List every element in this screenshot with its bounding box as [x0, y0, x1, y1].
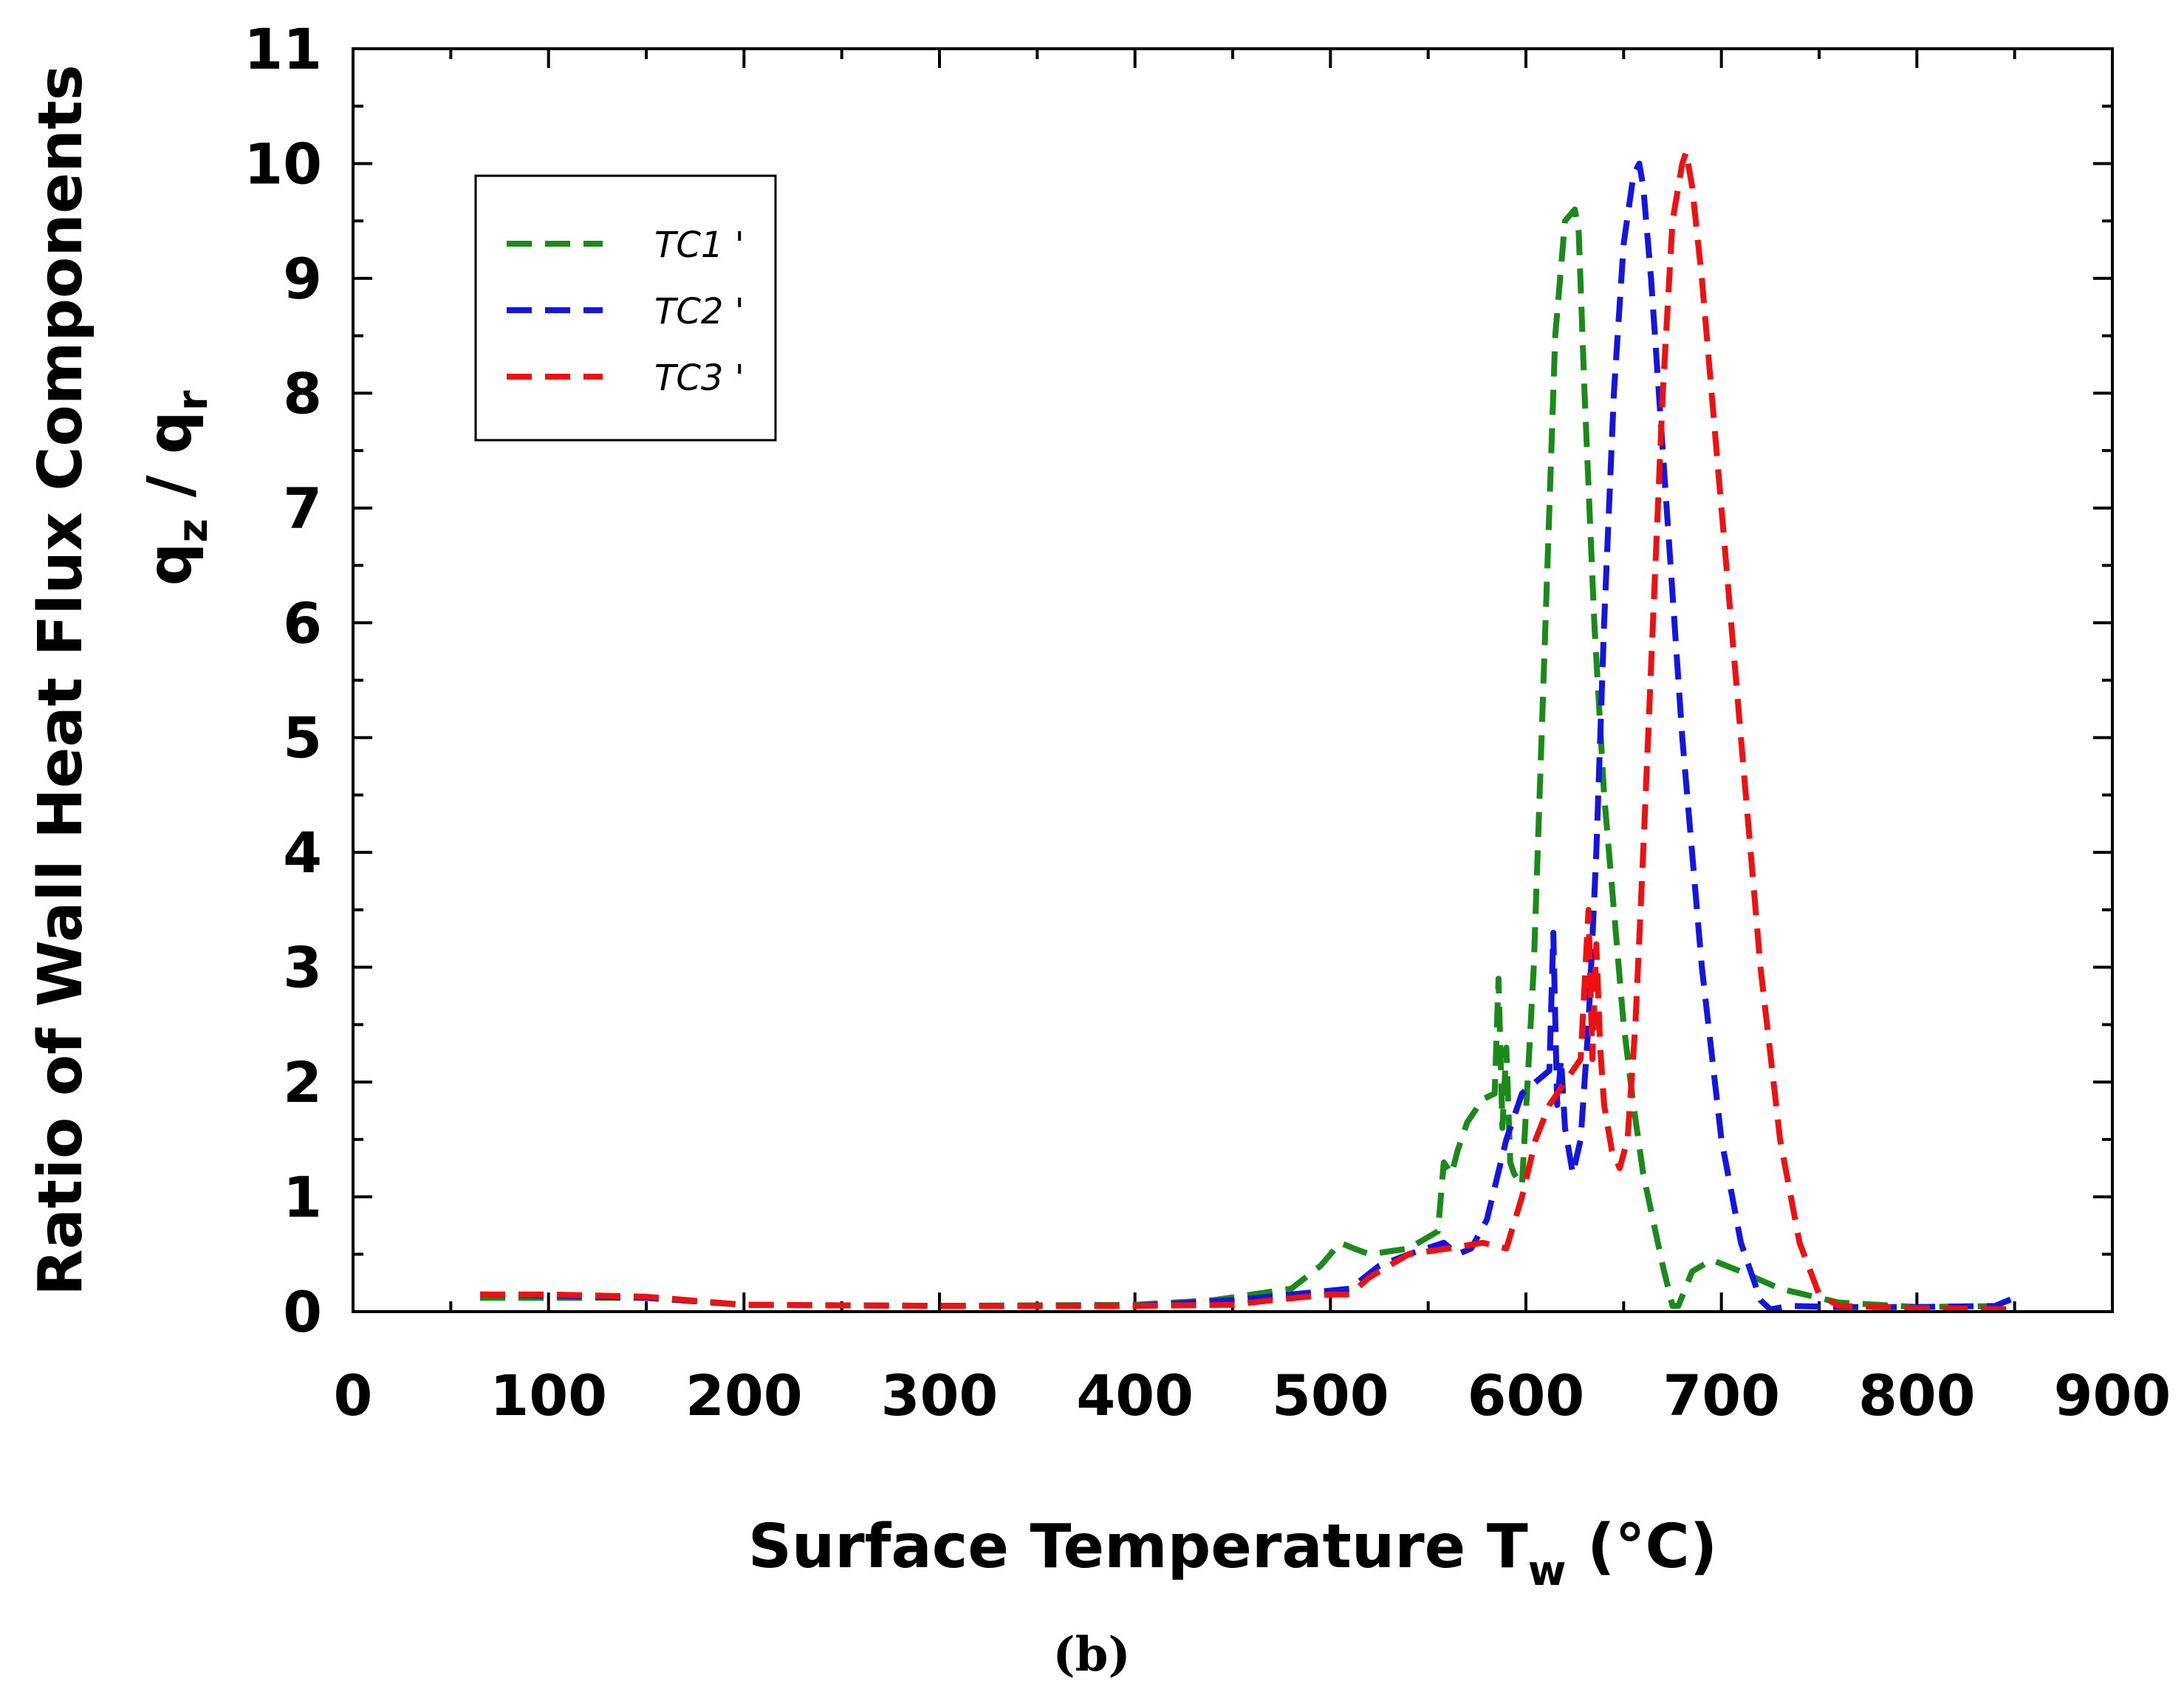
- x-tick-label: 400: [1076, 1363, 1194, 1428]
- x-axis-title-sub: w: [1528, 1547, 1567, 1595]
- legend-label-3: TC3 ': [654, 357, 744, 399]
- y-tick-label: 4: [283, 820, 322, 886]
- x-tick-label: 900: [2054, 1363, 2171, 1428]
- legend-label-2: TC2 ': [654, 291, 744, 332]
- y-tick-label: 1: [283, 1165, 322, 1230]
- x-axis-title-text: Surface Temperature Tw (°C): [748, 1512, 1717, 1595]
- x-axis-title-main: Surface Temperature T: [748, 1512, 1528, 1582]
- x-tick-label: 0: [334, 1363, 373, 1428]
- x-tick-label: 200: [685, 1363, 803, 1428]
- series-line-2: [479, 160, 2016, 1312]
- panel-label: (b): [1052, 1627, 1130, 1682]
- y-tick-label: 0: [283, 1279, 322, 1345]
- legend-label-1: TC1 ': [654, 225, 744, 266]
- x-axis-title-suffix: (°C): [1567, 1512, 1718, 1582]
- y-tick-labels: 0 1 2 3 4 5 6 7 8 9 10 11: [244, 16, 322, 1345]
- x-tick-labels: 0 100 200 300 400 500 600 700 800 900: [334, 1363, 2171, 1428]
- x-tick-label: 100: [490, 1363, 607, 1428]
- y-tick-label: 11: [244, 16, 322, 82]
- y-axis-title-line1: Ratio of Wall Heat Flux Components: [26, 64, 96, 1295]
- x-tick-label: 500: [1272, 1363, 1389, 1428]
- series-layer: [479, 148, 2016, 1312]
- y-tick-label: 6: [283, 590, 322, 656]
- y-tick-label: 3: [283, 935, 322, 1001]
- x-tick-label: 600: [1468, 1363, 1585, 1428]
- x-tick-label: 300: [881, 1363, 999, 1428]
- x-tick-label: 700: [1663, 1363, 1780, 1428]
- legend: TC1 ' TC2 ' TC3 ': [474, 174, 777, 442]
- y-tick-label: 7: [283, 476, 322, 541]
- y-tick-label: 8: [283, 360, 322, 426]
- y-tick-label: 5: [283, 705, 322, 771]
- y-axis-title: Ratio of Wall Heat Flux Components qz / q…: [26, 64, 217, 1295]
- x-tick-label: 800: [1858, 1363, 1976, 1428]
- y-axis-title-line2: qz / qr: [135, 390, 217, 586]
- y-tick-label: 10: [244, 131, 322, 196]
- series-line-3: [480, 148, 2015, 1312]
- plot-frame: [352, 47, 2114, 1313]
- x-axis-title: Surface Temperature Tw (°C): [748, 1512, 1717, 1595]
- y-tick-label: 9: [283, 246, 322, 312]
- y-tick-label: 2: [283, 1049, 322, 1115]
- series-line-1: [480, 206, 2015, 1310]
